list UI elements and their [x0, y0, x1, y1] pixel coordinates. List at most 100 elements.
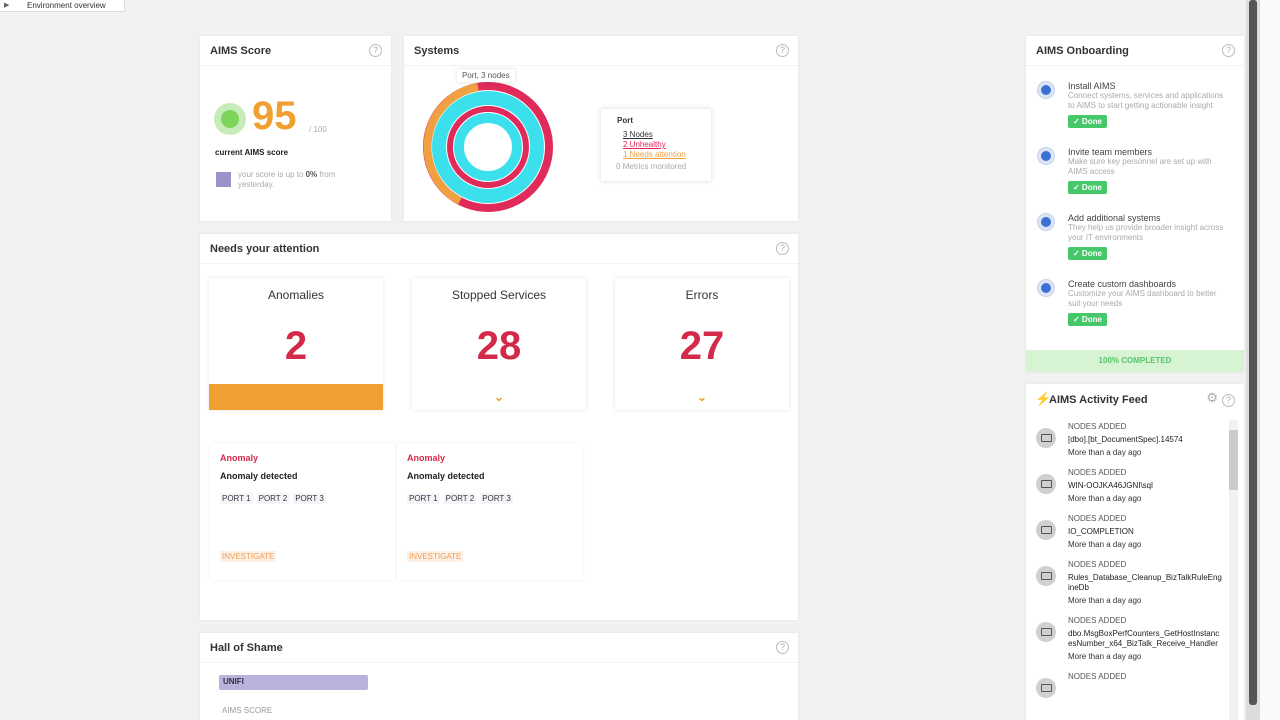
feed-type: NODES ADDED	[1068, 514, 1127, 523]
shame-entity[interactable]: UNIFI	[219, 675, 368, 690]
ring-outer-attention	[423, 83, 479, 205]
legend-item[interactable]: 1 Needs attention	[623, 150, 686, 159]
onboarding-steps: Install AIMS Connect systems, services an…	[1038, 81, 1228, 345]
attention-card[interactable]: Errors 27 ⌄	[615, 278, 789, 410]
feed-body: NODES ADDED Rules_Database_Cleanup_BizTal…	[1068, 560, 1223, 605]
edge	[1260, 0, 1280, 720]
anomaly-title: Anomaly detected	[407, 471, 485, 481]
feed-scroll-thumb[interactable]	[1229, 430, 1238, 490]
feed-time: More than a day ago	[1068, 540, 1142, 549]
port-tag[interactable]: PORT 3	[293, 493, 326, 504]
feed-body: NODES ADDED IO_COMPLETION More than a day …	[1068, 514, 1223, 549]
panel-header	[200, 633, 798, 663]
legend-item[interactable]: 3 Nodes	[623, 130, 653, 139]
feed-type: NODES ADDED	[1068, 422, 1127, 431]
step-status: ✓ Done	[1068, 115, 1107, 128]
investigate-button[interactable]: INVESTIGATE	[407, 551, 464, 562]
tab-arrow: ▶	[4, 2, 10, 9]
change-icon	[216, 172, 231, 187]
feed-item: NODES ADDED [dbo].[bt_DocumentSpec].14574…	[1036, 422, 1223, 457]
step-body: Add additional systems They help us provi…	[1068, 213, 1228, 279]
feed-time: More than a day ago	[1068, 596, 1142, 605]
onboarding-panel: AIMS Onboarding ? Install AIMS Connect sy…	[1026, 36, 1244, 372]
expand-chevron[interactable]: ⌄	[696, 390, 708, 404]
expand-chevron[interactable]: ⌄	[493, 390, 505, 404]
feed-icon	[1036, 474, 1056, 494]
step-indicator	[1038, 280, 1054, 296]
step-status: ✓ Done	[1068, 313, 1107, 326]
port-tag[interactable]: PORT 1	[407, 493, 440, 504]
card-count: 27	[679, 324, 725, 368]
step-title: Add additional systems	[1068, 213, 1161, 223]
systems-donut[interactable]	[418, 80, 558, 215]
card-count: 28	[476, 324, 522, 368]
panel-title: AIMS Score	[210, 45, 272, 57]
feed-body: NODES ADDED WIN-OOJKA46JGNI\sql More than …	[1068, 468, 1223, 503]
score-value: 95	[252, 94, 297, 138]
scrollbar-thumb[interactable]	[1249, 0, 1257, 705]
panel-header	[200, 234, 798, 264]
panel-title: Systems	[414, 45, 460, 57]
score-indicator	[214, 103, 246, 135]
feed-icon	[1036, 428, 1056, 448]
onboarding-step: Create custom dashboards Customize your A…	[1038, 279, 1228, 345]
card-bar	[209, 384, 383, 410]
feed-item: NODES ADDED	[1036, 672, 1223, 698]
donut-center	[468, 127, 508, 167]
onboarding-step: Add additional systems They help us provi…	[1038, 213, 1228, 279]
anomaly-type: Anomaly	[407, 453, 446, 463]
step-status: ✓ Done	[1068, 247, 1107, 260]
step-indicator	[1038, 214, 1054, 230]
step-description: Connect systems, services and applicatio…	[1068, 91, 1224, 110]
panel-header	[404, 36, 798, 66]
anomaly-ports: PORT 1 PORT 2 PORT 3	[407, 493, 573, 504]
help-icon[interactable]: ?	[1222, 44, 1235, 57]
help-icon[interactable]: ?	[776, 242, 789, 255]
step-description: Customize your AIMS dashboard to better …	[1068, 289, 1217, 308]
help-icon[interactable]: ?	[369, 44, 382, 57]
investigate-button[interactable]: INVESTIGATE	[220, 551, 277, 562]
feed-item: NODES ADDED Rules_Database_Cleanup_BizTal…	[1036, 560, 1223, 605]
port-tag[interactable]: PORT 1	[220, 493, 253, 504]
help-icon[interactable]: ?	[1222, 394, 1235, 407]
feed-name: [dbo].[bt_DocumentSpec].14574	[1068, 435, 1183, 444]
ring-nodes	[432, 91, 544, 203]
onboarding-step: Install AIMS Connect systems, services an…	[1038, 81, 1228, 147]
step-body: Install AIMS Connect systems, services an…	[1068, 81, 1228, 147]
step-body: Invite team members Make sure key personn…	[1068, 147, 1228, 213]
tab[interactable]: ▶ Environment overview	[0, 0, 125, 12]
feed-item: NODES ADDED dbo.MsgBoxPerfCounters_GetHos…	[1036, 616, 1223, 661]
systems-legend: Port 3 Nodes 2 Unhealthy 1 Needs attenti…	[601, 109, 711, 181]
anomaly-ports: PORT 1 PORT 2 PORT 3	[220, 493, 386, 504]
feed-list: NODES ADDED [dbo].[bt_DocumentSpec].14574…	[1036, 422, 1223, 709]
feed-icon	[1036, 622, 1056, 642]
anomaly-type: Anomaly	[220, 453, 259, 463]
step-indicator	[1038, 82, 1054, 98]
port-tag[interactable]: PORT 2	[443, 493, 477, 504]
feed-body: NODES ADDED	[1068, 672, 1126, 698]
help-icon[interactable]: ?	[776, 641, 789, 654]
feed-icon	[1036, 520, 1056, 540]
port-tag[interactable]: PORT 3	[480, 493, 513, 504]
feed-type: NODES ADDED	[1068, 672, 1127, 681]
panel-title: AIMS Onboarding	[1036, 45, 1129, 57]
attention-card[interactable]: Stopped Services 28 ⌄	[412, 278, 586, 410]
card-label: Errors	[685, 288, 719, 302]
panel-title: AIMS Activity Feed	[1049, 394, 1148, 406]
help-icon[interactable]: ?	[776, 44, 789, 57]
feed-type: NODES ADDED	[1068, 468, 1127, 477]
score-change: your score is up to 0% from yesterday.	[238, 170, 338, 190]
change-prefix: your score is up to	[238, 170, 304, 179]
panel-title: Hall of Shame	[210, 642, 283, 654]
legend-item[interactable]: 2 Unhealthy	[623, 140, 666, 149]
anomaly-card: Anomaly Anomaly detected PORT 1 PORT 2 PORT …	[210, 443, 396, 580]
step-body: Create custom dashboards Customize your A…	[1068, 279, 1228, 345]
port-tag[interactable]: PORT 2	[256, 493, 290, 504]
step-title: Create custom dashboards	[1068, 279, 1177, 289]
settings-icon[interactable]: ⚙	[1206, 390, 1218, 405]
ring-inner	[454, 113, 522, 181]
onboarding-progress: 100% COMPLETED	[1026, 350, 1244, 372]
step-description: Make sure key personnel are set up with …	[1068, 157, 1212, 176]
attention-card[interactable]: Anomalies 2	[209, 278, 383, 410]
card-count: 2	[284, 324, 308, 368]
